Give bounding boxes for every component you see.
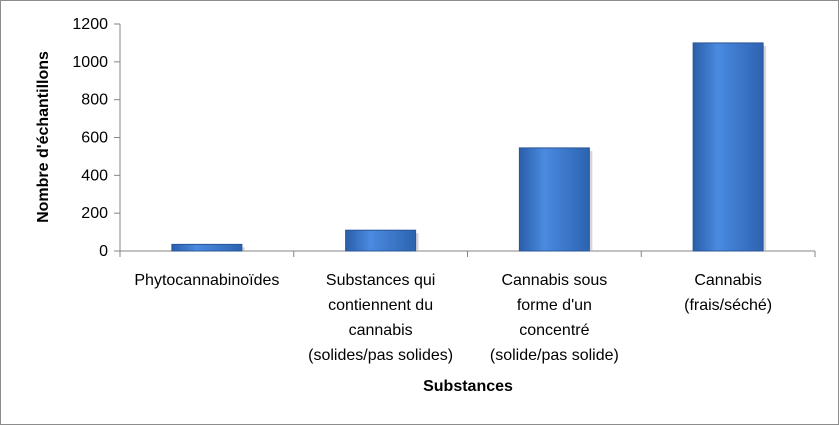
category-label-line: contiennent du [328,297,433,314]
y-tick-label: 0 [99,243,108,260]
x-axis-title: Substances [423,378,513,395]
category-label: Phytocannabinoïdes [134,272,279,289]
bar [171,243,243,252]
category-label-line: (frais/séché) [684,297,772,314]
bar [345,229,417,252]
bar [692,42,764,252]
category-label-line: forme d'un [517,297,592,314]
y-axis-title: Nombre d'échantillons [35,51,52,223]
category-label-line: Phytocannabinoïdes [134,272,279,289]
category-label-line: (solide/pas solide) [490,347,619,364]
category-label: Substances qui contiennent du cannabis (sol… [308,272,453,364]
category-label-line: Substances qui [326,272,435,289]
category-label-line: concentré [519,322,589,339]
y-tick-label: 400 [81,167,108,184]
category-label: Cannabis (frais/séché) [684,272,772,314]
y-tick-label: 1000 [72,54,108,71]
category-label: Cannabis sous forme d'un concentré (solide/… [490,272,619,364]
category-label-line: Cannabis [694,272,762,289]
y-tick-label: 800 [81,92,108,109]
y-tick-label: 1200 [72,16,108,33]
category-label-line: (solides/pas solides) [308,347,453,364]
y-tick-label: 600 [81,130,108,147]
y-tick-label: 200 [81,205,108,222]
category-label-line: cannabis [349,322,413,339]
category-label-line: Cannabis sous [501,272,607,289]
bar [518,147,590,252]
